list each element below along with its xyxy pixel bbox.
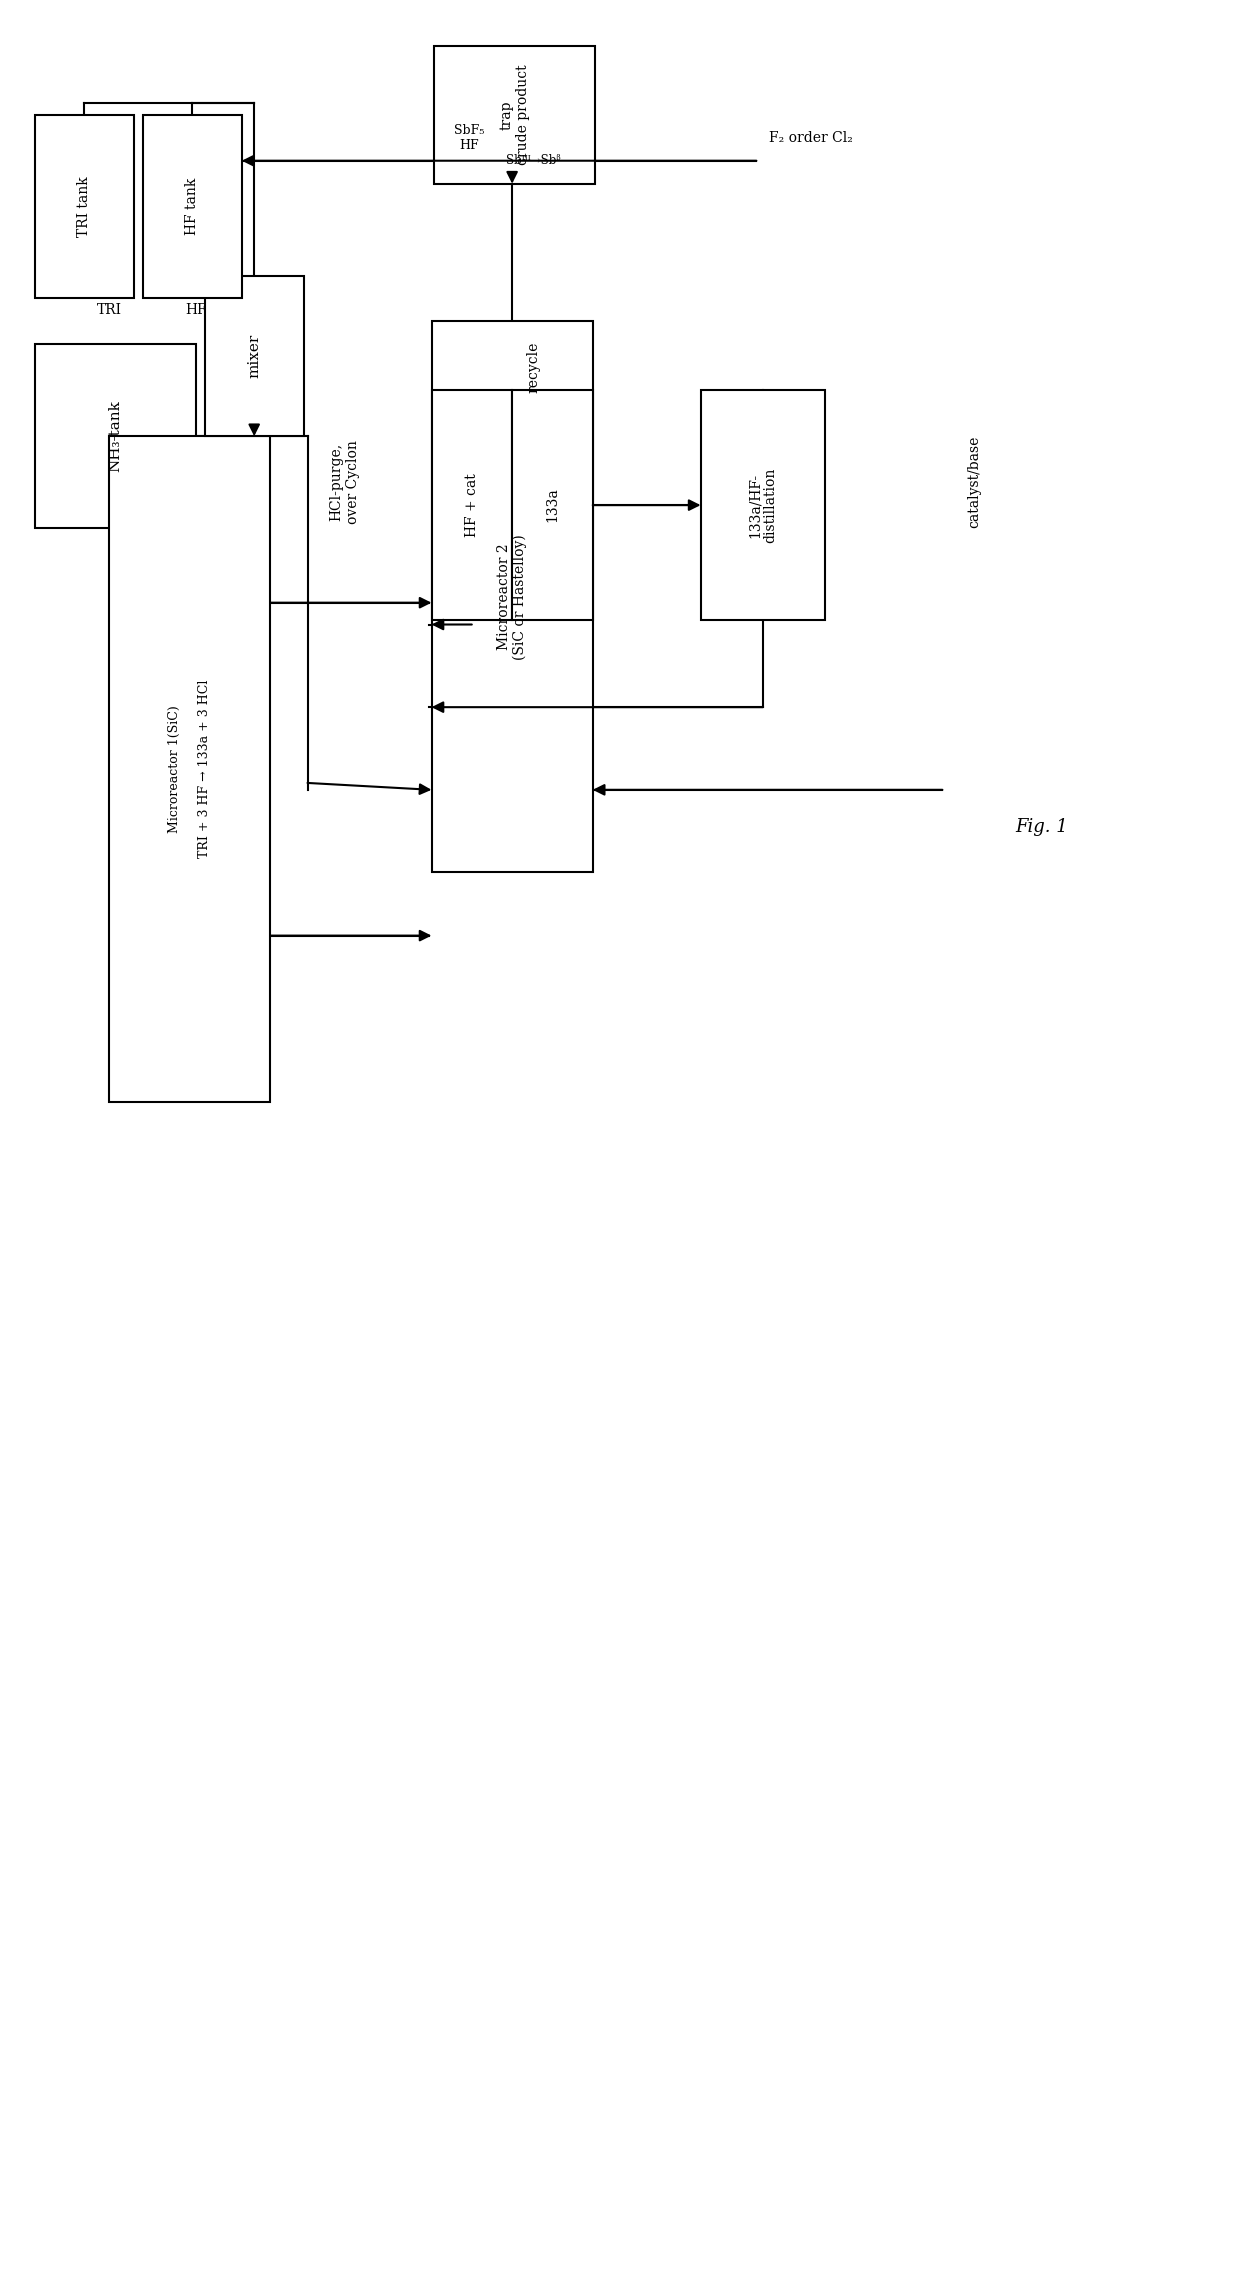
Bar	[512, 390, 593, 620]
Text: 133a: 133a	[546, 487, 559, 523]
Bar	[205, 276, 304, 436]
Text: mixer: mixer	[247, 333, 262, 379]
Bar	[143, 115, 242, 298]
Text: trap
crude product: trap crude product	[500, 64, 529, 165]
Text: NH₃-tank: NH₃-tank	[108, 400, 123, 473]
Bar	[109, 436, 270, 1102]
Text: HCl-purge,
over Cyclon: HCl-purge, over Cyclon	[330, 441, 360, 523]
Text: HF: HF	[185, 303, 207, 317]
Text: TRI: TRI	[97, 303, 122, 317]
Bar	[432, 390, 512, 620]
Text: HF tank: HF tank	[185, 179, 200, 234]
Text: SbF₅
HF: SbF₅ HF	[454, 124, 484, 152]
Text: catalyst/base: catalyst/base	[967, 436, 981, 528]
Text: Microreactor 1(SiC)

TRI + 3 HF → 133a + 3 HCl: Microreactor 1(SiC) TRI + 3 HF → 133a + …	[169, 680, 211, 859]
Text: TRI tank: TRI tank	[77, 177, 92, 236]
Text: recycle: recycle	[526, 342, 541, 393]
Text: Microreactor 2
(SiC or Hastelloy): Microreactor 2 (SiC or Hastelloy)	[497, 535, 527, 659]
Bar	[35, 344, 196, 528]
Text: Sbᴵᴵᴵ→Sbᵝ: Sbᴵᴵᴵ→Sbᵝ	[506, 154, 560, 168]
Text: Fig. 1: Fig. 1	[1016, 817, 1068, 836]
Bar	[432, 321, 593, 872]
Bar	[434, 46, 595, 184]
Bar	[701, 390, 825, 620]
Bar	[35, 115, 134, 298]
Text: 133a/HF-
distillation: 133a/HF- distillation	[748, 468, 777, 542]
Text: HF + cat: HF + cat	[465, 473, 479, 537]
Text: F₂ order Cl₂: F₂ order Cl₂	[769, 131, 853, 145]
